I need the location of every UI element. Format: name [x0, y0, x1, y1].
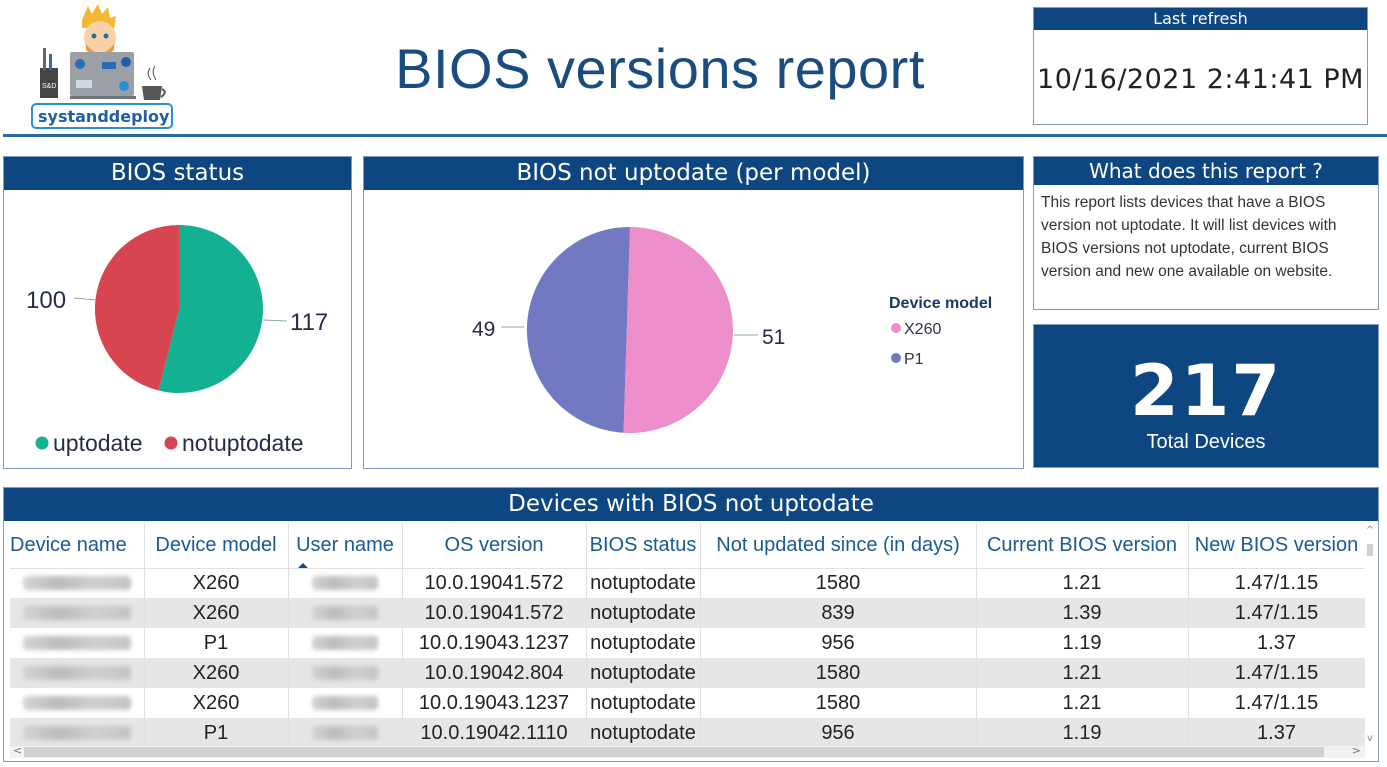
sort-ascending-icon — [296, 562, 309, 567]
total-devices-value: 217 — [1129, 350, 1283, 432]
pie-slice-uptodate[interactable] — [158, 225, 263, 393]
col-header-device-model[interactable]: Device model — [144, 524, 289, 569]
redacted-device-name — [22, 726, 131, 741]
redacted-user-name — [312, 726, 378, 741]
vertical-scroll-thumb[interactable] — [1367, 544, 1373, 556]
scroll-down-icon[interactable]: v — [1367, 733, 1373, 744]
col-header-current-bios[interactable]: Current BIOS version — [976, 524, 1189, 569]
chart-title: BIOS not uptodate (per model) — [364, 157, 1023, 190]
legend-x260: X260 — [904, 321, 941, 338]
svg-text:117: 117 — [290, 309, 328, 336]
col-header-not-updated-days[interactable]: Not updated since (in days) — [700, 524, 977, 569]
legend-title: Device model — [889, 295, 992, 312]
chart-title: BIOS status — [4, 157, 351, 190]
horizontal-scrollbar[interactable]: < > — [10, 744, 1365, 758]
redacted-user-name — [312, 696, 378, 711]
last-refresh-card: Last refresh 10/16/2021 2:41:41 PM — [1033, 7, 1368, 125]
header-divider — [3, 134, 1387, 137]
legend-p1: P1 — [904, 351, 924, 368]
total-devices-label: Total Devices — [1146, 431, 1266, 453]
table-row[interactable]: X260 10.0.19041.572 notuptodate 1580 1.2… — [10, 568, 1365, 598]
svg-text:100: 100 — [26, 287, 66, 314]
table-title: Devices with BIOS not uptodate — [4, 488, 1378, 521]
col-header-new-bios[interactable]: New BIOS version — [1188, 524, 1365, 569]
page-title: BIOS versions report — [395, 37, 925, 100]
logo: S&D systanddeploy — [30, 2, 175, 130]
pie-slice-x260[interactable] — [623, 227, 733, 433]
col-header-bios-status[interactable]: BIOS status — [586, 524, 701, 569]
redacted-user-name — [312, 576, 378, 591]
scroll-up-icon[interactable]: ^ — [1365, 525, 1375, 536]
redacted-user-name — [312, 636, 378, 651]
redacted-device-name — [22, 636, 131, 651]
horizontal-scroll-thumb[interactable] — [24, 747, 1324, 757]
devices-table: Device name Device model User name OS ve… — [10, 524, 1365, 746]
bios-status-chart[interactable]: BIOS status 117 100 uptodate notuptodate — [3, 156, 352, 469]
redacted-device-name — [22, 576, 131, 591]
redacted-device-name — [22, 696, 131, 711]
svg-text:S&D: S&D — [42, 83, 56, 90]
last-refresh-label: Last refresh — [1034, 8, 1367, 30]
redacted-user-name — [312, 606, 378, 621]
redacted-device-name — [22, 606, 131, 621]
legend-uptodate: uptodate — [53, 430, 143, 456]
col-header-user-name[interactable]: User name — [288, 524, 403, 569]
redacted-device-name — [22, 666, 131, 681]
col-header-os-version[interactable]: OS version — [402, 524, 587, 569]
svg-text:51: 51 — [762, 326, 785, 349]
devices-table-panel: Devices with BIOS not uptodate Device na… — [3, 487, 1379, 762]
table-row[interactable]: X260 10.0.19042.804 notuptodate 1580 1.2… — [10, 658, 1365, 688]
report-info-card: What does this report ? This report list… — [1033, 156, 1379, 310]
info-text: This report lists devices that have a BI… — [1041, 194, 1337, 280]
legend-notuptodate: notuptodate — [182, 430, 304, 456]
redacted-user-name — [312, 666, 378, 681]
table-header-row: Device name Device model User name OS ve… — [10, 524, 1365, 569]
table-row[interactable]: X260 10.0.19041.572 notuptodate 839 1.39… — [10, 598, 1365, 628]
col-header-device-name[interactable]: Device name — [10, 524, 145, 569]
bios-per-model-chart[interactable]: BIOS not uptodate (per model) 51 49 Devi… — [363, 156, 1024, 469]
scroll-left-icon[interactable]: < — [13, 744, 23, 757]
scroll-right-icon[interactable]: > — [1351, 744, 1361, 757]
svg-text:49: 49 — [472, 318, 495, 341]
info-title: What does this report ? — [1034, 157, 1378, 185]
last-refresh-value: 10/16/2021 2:41:41 PM — [1037, 64, 1364, 95]
pie-slice-notuptodate[interactable] — [94, 224, 179, 391]
table-row[interactable]: P1 10.0.19042.1110 notuptodate 956 1.19 … — [10, 718, 1365, 746]
table-row[interactable]: X260 10.0.19043.1237 notuptodate 1580 1.… — [10, 688, 1365, 718]
vertical-scrollbar[interactable]: ^ v — [1365, 524, 1375, 746]
total-devices-card: 217 Total Devices — [1033, 324, 1379, 468]
table-row[interactable]: P1 10.0.19043.1237 notuptodate 956 1.19 … — [10, 628, 1365, 658]
svg-text:systanddeploy: systanddeploy — [38, 107, 170, 126]
pie-slice-p1[interactable] — [526, 226, 630, 433]
